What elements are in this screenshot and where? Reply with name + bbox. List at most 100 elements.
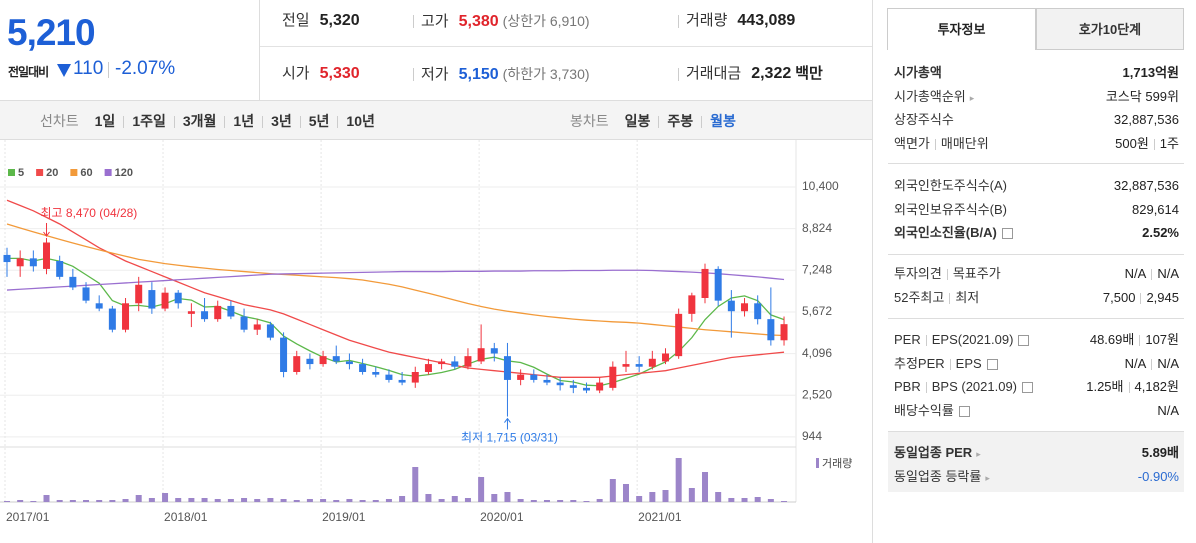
candle-body <box>543 379 551 383</box>
candle-body <box>385 374 393 380</box>
label-part: 상장주식수 <box>894 112 954 127</box>
change-value: 110 <box>73 58 104 79</box>
y-tick-label: 944 <box>802 429 822 443</box>
separator <box>262 116 264 129</box>
volume-bar <box>372 500 379 502</box>
candle-body <box>609 366 617 388</box>
separator <box>108 62 109 78</box>
value-part: N/A <box>1157 402 1179 418</box>
candle-body <box>477 348 485 362</box>
separator <box>949 292 951 304</box>
period-button[interactable]: 일봉 <box>624 113 651 129</box>
label-part: PBR <box>894 379 921 394</box>
volume-bar <box>478 477 485 502</box>
tab-active[interactable]: 투자정보 <box>887 8 1036 50</box>
legend-swatch <box>70 169 78 176</box>
period-button[interactable]: 1년 <box>233 113 255 129</box>
candle-body <box>503 356 511 380</box>
info-label: 액면가 매매단위 <box>894 133 989 155</box>
volume-bar <box>4 501 10 502</box>
candle-body <box>319 356 327 365</box>
info-value: 1.25배 4,182원 <box>1086 376 1179 398</box>
info-value: 2.52% <box>1142 222 1179 244</box>
volume-bar <box>464 498 471 502</box>
section-divider <box>888 431 1184 432</box>
y-tick-label: 2,520 <box>802 387 832 401</box>
moving-average-line <box>7 257 785 387</box>
value-part: 829,614 <box>1132 201 1179 217</box>
candle-body <box>253 324 261 330</box>
volume-bar <box>504 492 511 502</box>
value-part: 4,182원 <box>1134 379 1180 394</box>
volume-bar <box>438 499 445 502</box>
moving-average-line <box>6 199 785 378</box>
info-value: 코스닥 599위 <box>1106 86 1179 108</box>
info-value: 5.89배 <box>1142 442 1179 464</box>
volume-bar <box>385 499 392 502</box>
info-value: N/A N/A <box>1125 353 1179 375</box>
period-button[interactable]: 주봉 <box>667 113 694 129</box>
quote-value: 5,150 <box>458 66 499 83</box>
label-part: 목표주가 <box>952 266 1001 281</box>
legend-label: 60 <box>80 167 92 179</box>
period-button[interactable]: 3개월 <box>182 113 217 129</box>
volume-bar <box>267 498 274 502</box>
volume-bar <box>491 494 498 502</box>
period-button[interactable]: 3년 <box>271 113 292 129</box>
separator <box>946 269 948 281</box>
x-tick-label: 2020/01 <box>480 510 524 524</box>
volume-bar <box>530 500 537 502</box>
help-icon[interactable] <box>958 405 970 417</box>
candle-body <box>43 242 51 269</box>
period-button[interactable]: 5년 <box>308 113 330 129</box>
volume-bar <box>227 499 234 502</box>
x-tick-label: 2018/01 <box>164 510 208 524</box>
tab[interactable]: 호가10단계 <box>1036 8 1184 50</box>
x-tick-label: 2019/01 <box>322 510 366 524</box>
period-button[interactable]: 월봉 <box>710 113 736 129</box>
volume-bar <box>148 498 155 502</box>
candle-body <box>332 356 340 362</box>
info-value: 500원 1주 <box>1115 133 1179 155</box>
y-tick-label: 4,096 <box>802 346 832 360</box>
value-part: 5.89배 <box>1141 445 1179 460</box>
separator <box>1140 292 1142 304</box>
volume-bar <box>122 499 129 502</box>
candle-body <box>122 303 130 330</box>
volume-bar <box>649 492 656 502</box>
help-icon[interactable] <box>986 358 998 370</box>
legend-swatch <box>36 169 44 176</box>
volume-bar <box>346 499 353 502</box>
period-button[interactable]: 10년 <box>346 113 375 129</box>
label-part: 투자의견 <box>894 266 942 281</box>
separator <box>413 15 414 28</box>
help-icon[interactable] <box>1018 335 1030 347</box>
help-icon[interactable] <box>1022 382 1034 394</box>
period-button[interactable]: 1주일 <box>132 113 166 129</box>
volume-bar <box>293 500 300 502</box>
candle-body <box>95 303 103 309</box>
candle-body <box>530 374 538 380</box>
value-part: 500원 <box>1115 135 1149 151</box>
label-part: 최저 <box>955 289 980 305</box>
separator <box>678 68 679 81</box>
volume-bar <box>399 496 406 502</box>
value-part: 7,500 <box>1102 289 1136 305</box>
volume-bar <box>43 495 50 502</box>
period-button[interactable]: 1일 <box>94 113 116 129</box>
volume-bar <box>451 496 458 502</box>
candle-body <box>688 295 696 314</box>
help-icon[interactable] <box>1001 228 1013 240</box>
value-part: -0.90% <box>1137 468 1179 484</box>
candle-body <box>424 364 432 372</box>
volume-bar <box>109 500 116 502</box>
info-label: 52주최고 최저 <box>894 287 979 309</box>
candle-body <box>266 324 274 338</box>
separator <box>925 382 927 394</box>
label-part: 매매단위 <box>940 135 989 151</box>
quote-value: 5,320 <box>319 12 360 29</box>
candle-body <box>582 387 590 391</box>
volume-bar <box>583 501 590 502</box>
volume-bar <box>412 467 419 502</box>
quote-note: (하한가 3,730) <box>502 66 590 82</box>
